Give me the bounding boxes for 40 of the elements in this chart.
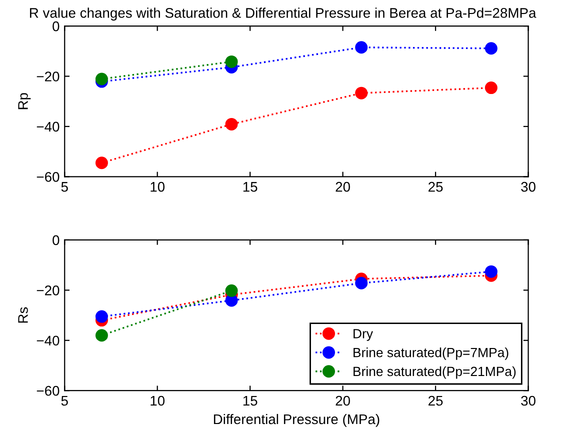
point (95, 329, 108, 342)
point (355, 41, 368, 54)
point (355, 276, 368, 290)
y-tick-label: −20 (36, 286, 60, 296)
legend-label: Dry (354, 329, 373, 341)
x-tick-label: 15 (243, 396, 258, 406)
y-tick-label: −40 (36, 122, 60, 132)
y-tick-label: −20 (36, 72, 60, 82)
point (225, 118, 238, 130)
x-tick-label: 20 (336, 182, 350, 192)
point (95, 72, 108, 86)
x-tick-label: 25 (428, 182, 443, 192)
point (95, 156, 108, 170)
legend-label: Brine saturated(Pp=21MPa) (354, 366, 516, 379)
x-tick-label: 15 (243, 182, 258, 192)
y-axis-title: Rp (18, 93, 31, 110)
y-tick-label: −40 (36, 336, 60, 346)
x-tick-label: 5 (61, 182, 68, 192)
y-tick-label: 0 (52, 21, 60, 32)
y-tick-label: −60 (36, 172, 60, 182)
x-tick-label: 10 (150, 396, 165, 406)
point (484, 82, 498, 94)
chart-title: R value changes with Saturation & Differential Pressure in Berea at Pa-Pd=28MPa (30, 8, 536, 21)
legend-label: Brine saturated(Pp=7MPa) (354, 348, 508, 360)
point (355, 86, 368, 100)
x-tick-label: 5 (61, 396, 68, 406)
point (95, 310, 108, 323)
y-tick-label: 0 (52, 235, 60, 246)
x-tick-label: 25 (428, 396, 443, 406)
x-tick-label: 30 (521, 182, 536, 192)
x-axis-title: Differential Pressure (MPa) (214, 414, 380, 427)
point (225, 55, 238, 68)
y-axis-title: Rs (18, 307, 28, 323)
point (484, 265, 498, 278)
point (484, 42, 498, 55)
x-tick-label: 10 (150, 182, 165, 192)
y-tick-label: −60 (36, 386, 60, 396)
point (225, 284, 238, 297)
x-tick-label: 30 (521, 396, 536, 406)
x-tick-label: 20 (336, 396, 350, 406)
